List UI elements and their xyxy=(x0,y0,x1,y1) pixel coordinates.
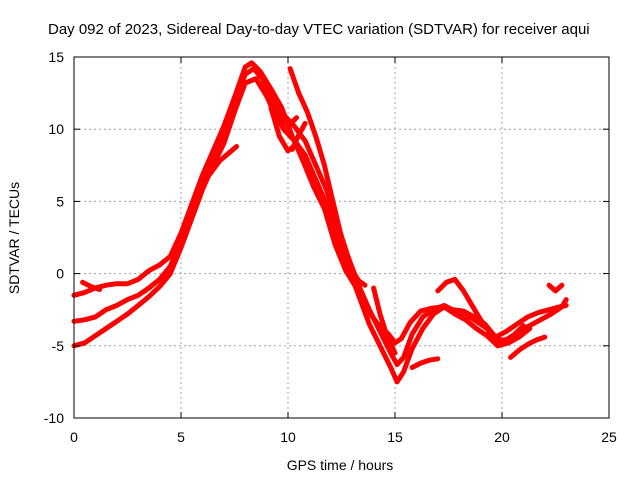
series-line-trace-6 xyxy=(287,66,368,288)
y-tick-label: 5 xyxy=(56,193,64,209)
series-line-trace-9 xyxy=(508,334,548,360)
series-line-trace-10 xyxy=(546,282,565,294)
series-line-trace-1 xyxy=(71,60,569,346)
x-tick-label: 15 xyxy=(387,429,403,445)
tick-layer: 0 5 10 15 20 25 -10 -5 0 5 10 15 xyxy=(44,49,617,445)
y-tick-label: 0 xyxy=(56,266,64,282)
y-tick-label: 10 xyxy=(48,121,64,137)
plot-frame xyxy=(73,56,610,419)
x-axis-title: GPS time / hours xyxy=(287,457,394,473)
series-line-trace-14 xyxy=(289,120,308,152)
chart-title: Day 092 of 2023, Sidereal Day-to-day VTE… xyxy=(48,21,590,38)
series-line-trace-11 xyxy=(80,279,103,292)
series-line-trace-8 xyxy=(435,276,526,343)
y-tick-label: 15 xyxy=(48,49,64,65)
series-line-trace-12 xyxy=(193,144,240,197)
series-line-trace-13 xyxy=(371,285,398,356)
y-axis-title: SDTVAR / TECUs xyxy=(6,182,22,294)
y-tick-label: -10 xyxy=(44,410,64,426)
series-layer xyxy=(71,60,569,385)
x-tick-label: 20 xyxy=(494,429,510,445)
x-tick-label: 0 xyxy=(70,429,78,445)
x-tick-label: 10 xyxy=(280,429,296,445)
series-line-trace-2 xyxy=(71,66,569,368)
x-tick-label: 25 xyxy=(601,429,617,445)
series-line-trace-4 xyxy=(259,80,300,129)
series-line-trace-7 xyxy=(409,356,441,370)
y-tick-label: -5 xyxy=(52,338,65,354)
x-tick-label: 5 xyxy=(177,429,185,445)
